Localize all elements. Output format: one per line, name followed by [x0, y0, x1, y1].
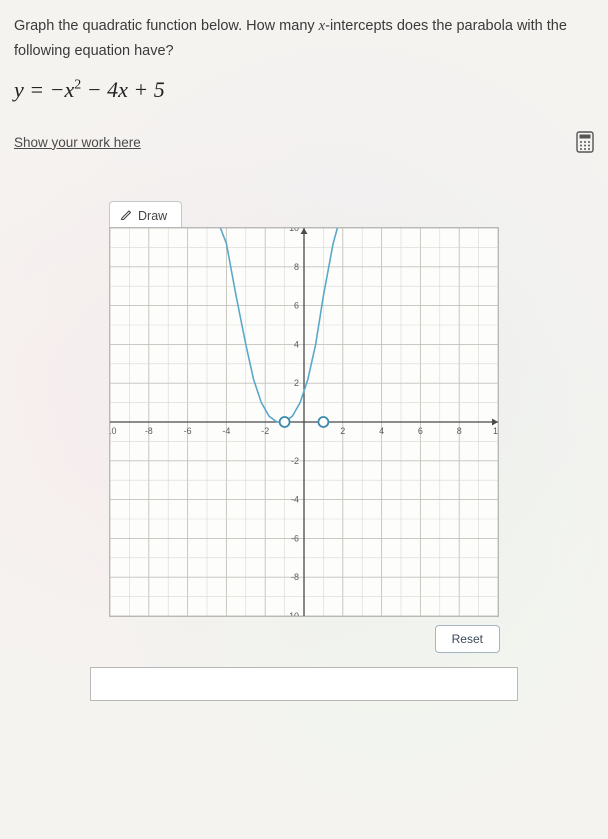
- svg-text:-6: -6: [291, 534, 299, 544]
- calculator-icon[interactable]: [576, 131, 594, 153]
- svg-text:2: 2: [294, 378, 299, 388]
- answer-input[interactable]: [90, 667, 518, 701]
- svg-text:6: 6: [294, 301, 299, 311]
- svg-text:4: 4: [379, 426, 384, 436]
- svg-text:10: 10: [493, 426, 498, 436]
- show-work-link[interactable]: Show your work here: [14, 135, 141, 150]
- coordinate-grid[interactable]: -10 -8 -6 -4 -2 2 4 6 8 10 -10 -8 -6 -4 -2 2 4 6 8 10: [109, 227, 499, 617]
- svg-text:-4: -4: [222, 426, 230, 436]
- equation: y = −x2 − 4x + 5: [14, 77, 598, 103]
- pen-icon: [120, 208, 132, 223]
- svg-text:6: 6: [418, 426, 423, 436]
- svg-text:-10: -10: [110, 426, 116, 436]
- svg-text:-10: -10: [286, 611, 299, 616]
- svg-text:2: 2: [340, 426, 345, 436]
- svg-text:-8: -8: [291, 572, 299, 582]
- svg-text:-2: -2: [291, 456, 299, 466]
- draw-tool-label: Draw: [138, 209, 167, 223]
- reset-button[interactable]: Reset: [435, 625, 500, 653]
- svg-text:-2: -2: [261, 426, 269, 436]
- svg-text:8: 8: [294, 262, 299, 272]
- svg-text:-4: -4: [291, 495, 299, 505]
- question-prompt: Graph the quadratic function below. How …: [14, 14, 598, 63]
- draw-tool-tab[interactable]: Draw: [109, 201, 182, 229]
- svg-text:-6: -6: [184, 426, 192, 436]
- svg-text:-8: -8: [145, 426, 153, 436]
- svg-text:10: 10: [289, 228, 299, 233]
- svg-text:4: 4: [294, 340, 299, 350]
- svg-text:8: 8: [457, 426, 462, 436]
